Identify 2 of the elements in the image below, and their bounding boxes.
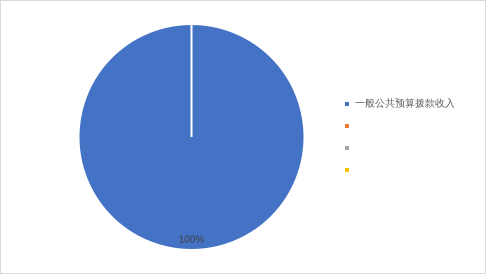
legend-label: 一般公共预算拨款收入 [355, 98, 455, 110]
data-label: 100% [178, 234, 204, 246]
